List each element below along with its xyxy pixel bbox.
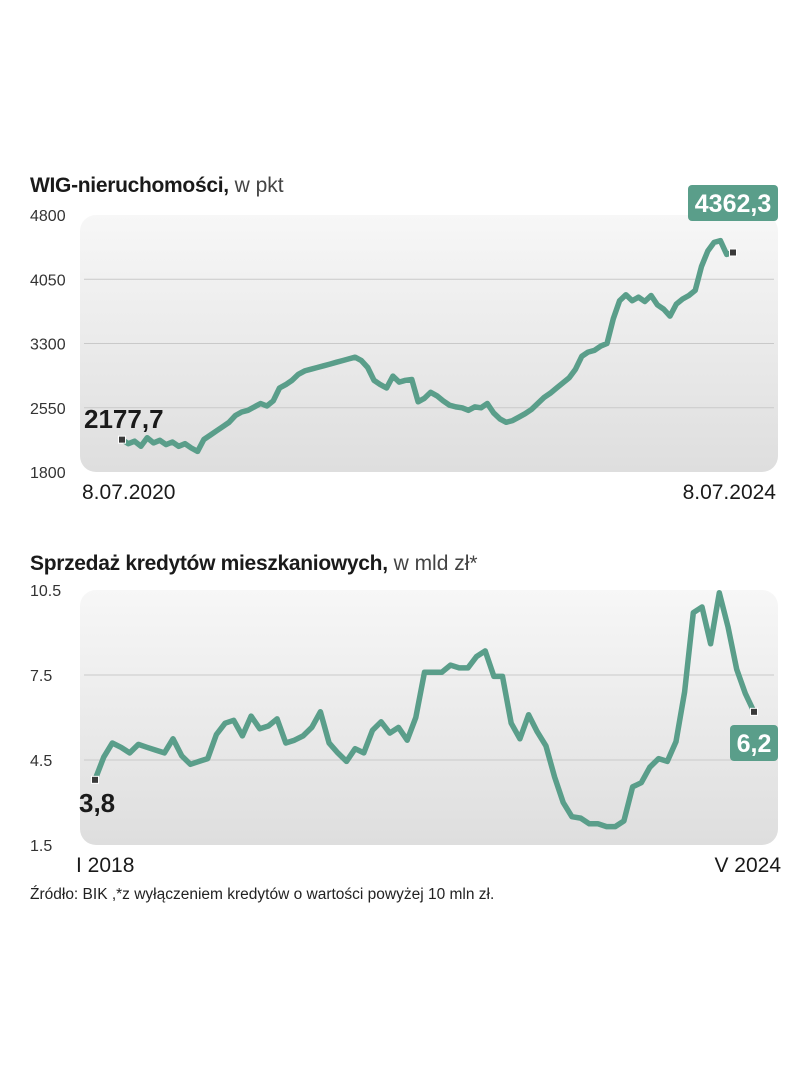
chart-1-unit: w pkt (228, 174, 284, 197)
y-tick-label: 7.5 (30, 668, 52, 685)
end-value-label: 4362,3 (695, 190, 771, 218)
wig-nieruchomosci-chart: 4800 4050 3300 2550 1800 8.07.2020 8.07.2024 21… (30, 185, 778, 504)
start-point-marker (118, 435, 126, 444)
y-tick-label: 1.5 (30, 838, 52, 855)
chart-1-title-text: WIG-nieruchomości, (30, 174, 229, 197)
y-tick-label: 10.5 (30, 583, 61, 600)
y-tick-label: 2550 (30, 401, 66, 418)
end-point-marker (729, 248, 737, 257)
source-note: Źródło: BIK ,*z wyłączeniem kredytów o w… (30, 886, 495, 903)
x-tick-label: I 2018 (76, 854, 134, 877)
y-tick-label: 4.5 (30, 753, 52, 770)
y-tick-label: 4050 (30, 272, 66, 289)
x-tick-label: V 2024 (714, 854, 781, 877)
end-value-badge (688, 185, 778, 221)
plot-background (80, 590, 778, 845)
start-value-label: 3,8 (79, 788, 115, 818)
y-tick-label: 4800 (30, 208, 66, 225)
y-tick-label: 1800 (30, 465, 66, 482)
series-line (92, 590, 757, 830)
end-value-label: 6,2 (737, 730, 772, 758)
chart-2-title: Sprzedaż kredytów mieszkaniowych, w mld … (30, 552, 478, 576)
start-value-label: 2177,7 (84, 404, 164, 434)
mortgage-sales-chart: 10.5 7.5 4.5 1.5 I 2018 V 2024 3,8 6,2 (30, 583, 781, 877)
chart-1-title: WIG-nieruchomości, w pkt (30, 174, 284, 198)
end-value-badge (730, 725, 778, 761)
x-tick-label: 8.07.2020 (82, 481, 175, 504)
series-line (119, 237, 736, 455)
y-tick-label: 3300 (30, 337, 66, 354)
end-point-marker (750, 707, 758, 716)
start-point-marker (91, 775, 99, 784)
chart-2-unit: w mld zł* (387, 552, 478, 575)
chart-2-title-text: Sprzedaż kredytów mieszkaniowych, (30, 552, 388, 575)
x-tick-label: 8.07.2024 (683, 481, 777, 504)
